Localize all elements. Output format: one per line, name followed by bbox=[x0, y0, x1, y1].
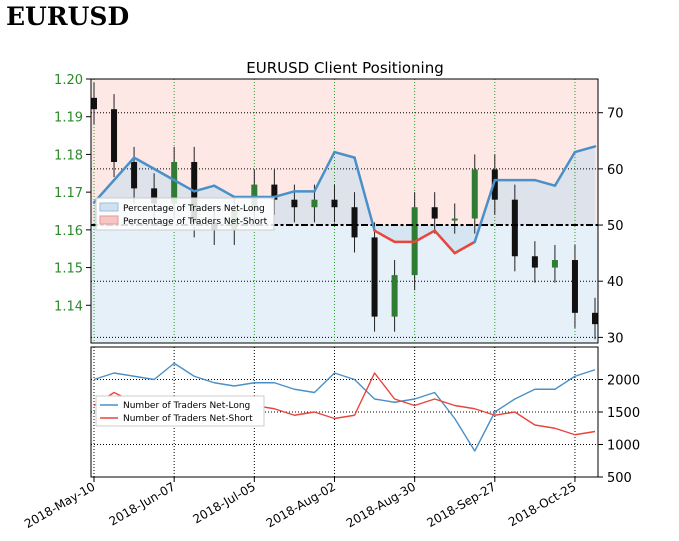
left-tick-label: 1.20 bbox=[54, 73, 83, 88]
top-panel-background bbox=[91, 79, 598, 343]
legend-label-long-count: Number of Traders Net-Long bbox=[123, 401, 250, 411]
positioning-segment bbox=[313, 150, 336, 193]
positioning-segment bbox=[333, 150, 356, 159]
left-tick-label: 1.16 bbox=[54, 224, 83, 239]
candle-body bbox=[511, 199, 518, 257]
left-tick-label: 1.19 bbox=[54, 111, 83, 126]
positioning-segment bbox=[553, 150, 577, 187]
candle-body bbox=[331, 199, 338, 208]
net-long-area bbox=[94, 146, 595, 254]
right-tick-label: 50 bbox=[607, 219, 624, 234]
right-tick-label: 1000 bbox=[607, 439, 640, 454]
candle-body bbox=[311, 199, 318, 208]
positioning-segment bbox=[152, 167, 176, 182]
positioning-segment bbox=[453, 240, 477, 255]
x-tick-label: 2018-Sep-27 bbox=[425, 479, 499, 530]
chart-title: EURUSD Client Positioning bbox=[246, 59, 444, 77]
candle-body bbox=[371, 237, 378, 317]
trader-count-line bbox=[93, 362, 596, 452]
candle-body bbox=[131, 161, 138, 189]
candle-body bbox=[592, 312, 598, 325]
net-long-zone bbox=[91, 225, 598, 343]
left-tick-label: 1.18 bbox=[54, 148, 83, 163]
candle-body bbox=[391, 275, 398, 317]
x-tick-label: 2018-Jul-05 bbox=[191, 479, 258, 526]
page-title: EURUSD bbox=[6, 2, 130, 31]
top-plot-frame bbox=[90, 78, 599, 344]
positioning-segment bbox=[112, 156, 136, 182]
candle-body bbox=[171, 161, 178, 204]
positioning-segment bbox=[192, 184, 216, 193]
x-tick-label: 2018-Jun-07 bbox=[107, 479, 178, 528]
legend-box bbox=[95, 197, 275, 231]
candle-body bbox=[551, 260, 558, 268]
positioning-segment bbox=[433, 229, 456, 255]
top-panel-series bbox=[91, 145, 598, 255]
positioning-segment bbox=[132, 156, 156, 171]
positioning-segment bbox=[353, 156, 376, 232]
candle-body bbox=[151, 188, 158, 204]
candle-body bbox=[291, 199, 298, 208]
candle-body bbox=[471, 169, 478, 219]
candle-body bbox=[351, 207, 358, 238]
legend-label-net-long: Percentage of Traders Net-Long bbox=[123, 204, 265, 214]
top-panel-axes: 1.14 1.15 1.16 1.17 1.18 1.19 1.20 30 40 50 60 70 bbox=[54, 73, 624, 346]
right-tick-label: 70 bbox=[607, 107, 624, 122]
candle-body bbox=[531, 256, 538, 268]
candle-body bbox=[91, 97, 97, 110]
candle-body bbox=[271, 184, 278, 200]
left-tick-label: 1.15 bbox=[54, 262, 83, 277]
positioning-segment bbox=[373, 229, 396, 244]
candle-body bbox=[431, 207, 438, 219]
positioning-segment bbox=[533, 178, 557, 187]
x-tick-label: 2018-Aug-02 bbox=[264, 479, 338, 530]
right-tick-label: 60 bbox=[607, 163, 624, 178]
positioning-segment bbox=[473, 178, 497, 244]
x-tick-label: 2018-Oct-25 bbox=[506, 479, 578, 529]
positioning-segment bbox=[413, 229, 436, 244]
right-tick-label: 1500 bbox=[607, 406, 640, 421]
legend-swatch-net-long bbox=[99, 202, 119, 212]
x-tick-label: 2018-Aug-30 bbox=[344, 479, 418, 530]
legend-swatch-net-short bbox=[99, 215, 119, 225]
positioning-segment bbox=[172, 178, 196, 193]
bottom-panel-axes: 500 1000 1500 2000 bbox=[90, 346, 640, 486]
candle-body bbox=[451, 218, 458, 221]
x-axis-tick-labels: 2018-May-10 2018-Jun-07 2018-Jul-05 2018-Au… bbox=[22, 477, 578, 531]
legend-label-net-short: Percentage of Traders Net-Short bbox=[123, 217, 268, 227]
positioning-segment bbox=[573, 145, 597, 154]
right-tick-label: 2000 bbox=[607, 374, 640, 389]
positioning-segment bbox=[212, 184, 236, 199]
legend-box bbox=[95, 395, 265, 427]
positioning-segment bbox=[273, 190, 296, 199]
right-tick-label: 40 bbox=[607, 275, 624, 290]
candle-body bbox=[571, 260, 578, 313]
top-panel-legend: Percentage of Traders Net-Long Percentage… bbox=[95, 197, 275, 231]
right-tick-label: 30 bbox=[607, 331, 624, 346]
left-tick-label: 1.14 bbox=[54, 299, 83, 314]
x-tick-label: 2018-May-10 bbox=[22, 479, 97, 531]
left-tick-label: 1.17 bbox=[54, 186, 83, 201]
bottom-panel-legend: Number of Traders Net-Long Number of Trad… bbox=[95, 395, 265, 427]
legend-label-short-count: Number of Traders Net-Short bbox=[123, 414, 253, 424]
right-tick-label: 500 bbox=[607, 471, 632, 486]
candle-body bbox=[491, 169, 498, 200]
candle-body bbox=[111, 109, 118, 162]
